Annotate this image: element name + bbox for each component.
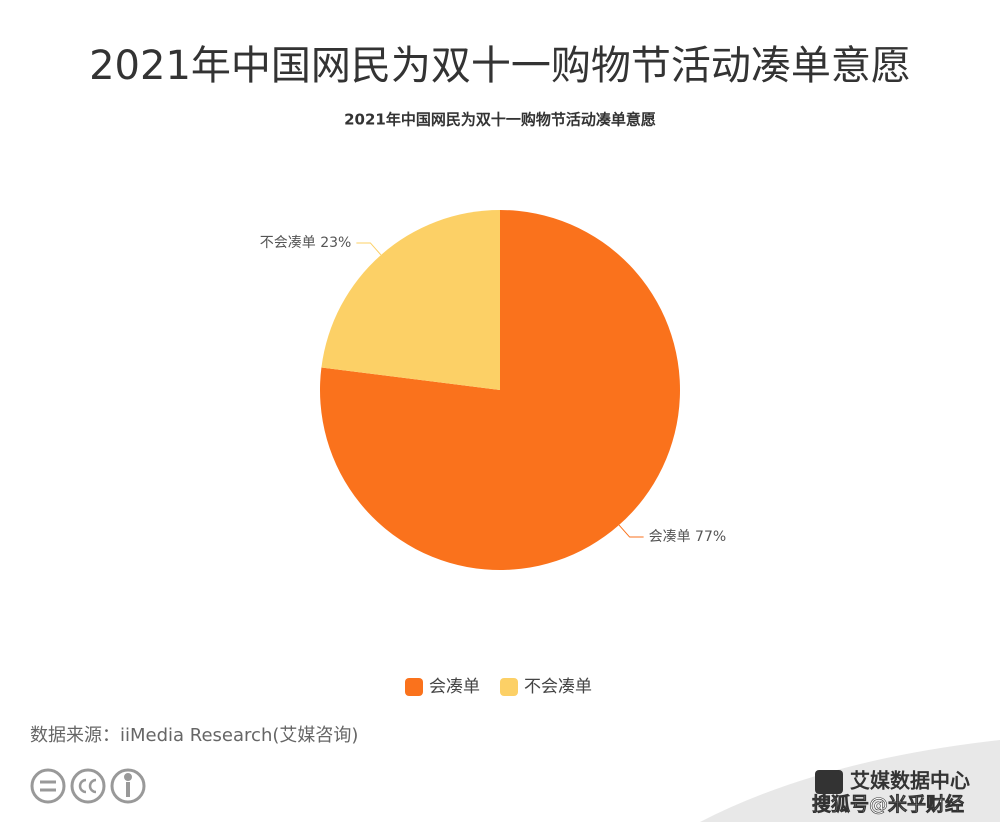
source: 数据来源：iiMedia Research(艾媒咨询)	[30, 725, 358, 746]
brand-name: 艾媒数据中心	[850, 769, 970, 793]
corner-swoosh	[700, 740, 1000, 822]
legend-label: 不会凑单	[524, 677, 592, 697]
legend-swatch	[500, 678, 518, 696]
data-label: 不会凑单 23%	[260, 234, 352, 251]
license-icons	[30, 768, 146, 804]
legend-label: 会凑单	[429, 677, 480, 697]
chart-title: 2021年中国网民为双十一购物节活动凑单意愿	[344, 111, 656, 129]
watermark-account: 搜狐号@米乎财经	[812, 793, 964, 816]
page-title: 2021年中国网民为双十一购物节活动凑单意愿	[89, 43, 911, 89]
brand-logo	[815, 770, 843, 794]
data-label: 会凑单 77%	[649, 528, 727, 545]
legend-swatch	[405, 678, 423, 696]
label-line	[618, 524, 644, 538]
label-line	[356, 242, 382, 256]
pie-slice	[321, 210, 500, 390]
